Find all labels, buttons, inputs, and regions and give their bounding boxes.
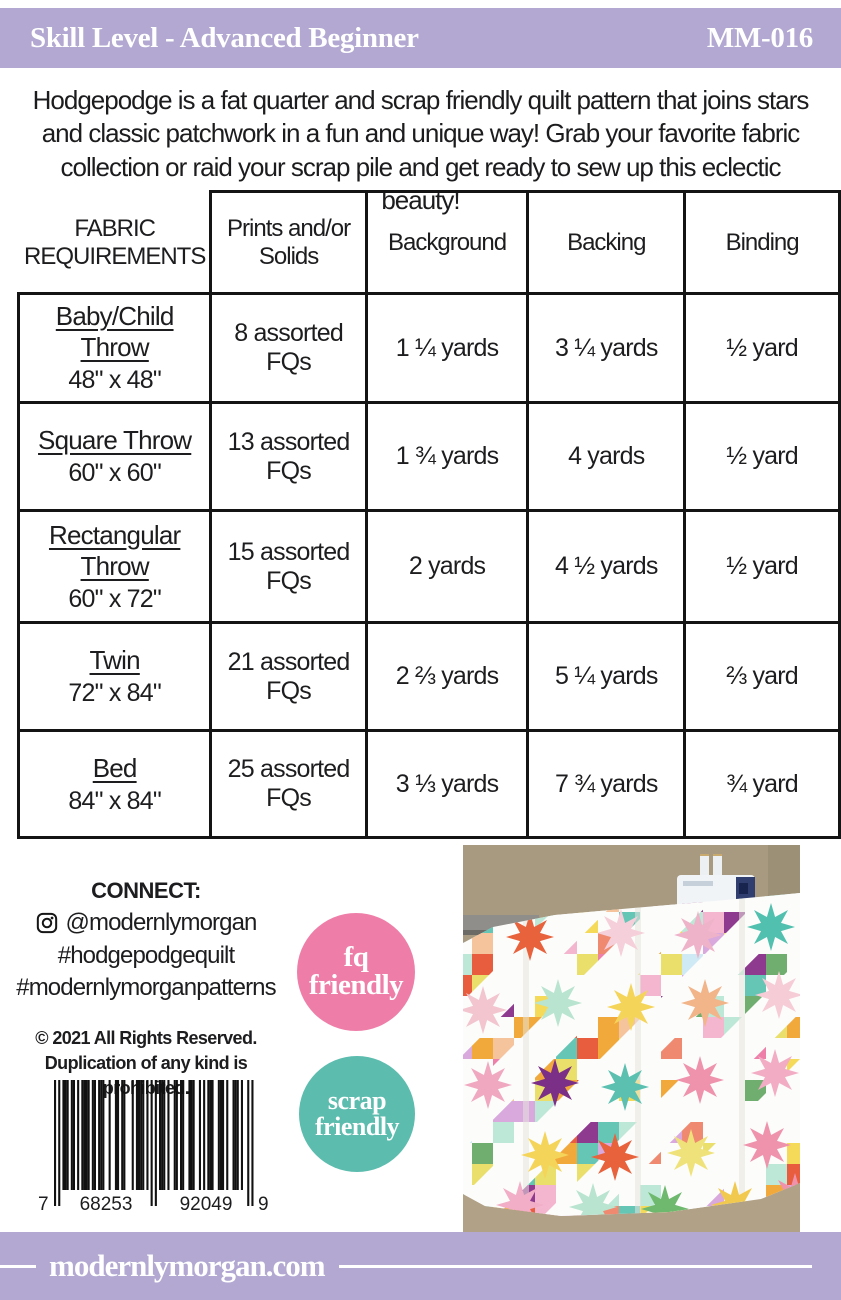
prints-cell: 8 assorted FQs	[209, 292, 368, 404]
instagram-row: @modernlymorgan	[0, 907, 292, 940]
badge-text-line1: scrap	[327, 1086, 387, 1115]
quilt-size-cell: Square Throw 60" x 60"	[16, 401, 213, 512]
quilt-size-cell: Twin 72" x 84"	[16, 621, 213, 732]
connect-section: CONNECT: @modernlymorgan #hodgepodgequil…	[0, 878, 292, 1005]
background-cell: 1 ¾ yards	[364, 401, 530, 512]
footer-rule-right	[338, 1264, 812, 1268]
header-fabric-requirements: FABRIC REQUIREMENTS	[18, 191, 213, 295]
quilt-dimensions: 60" x 60"	[68, 459, 161, 487]
table-row: Baby/Child Throw 48" x 48" 8 assorted FQs…	[16, 292, 841, 404]
intro-text: Hodgepodge is a fat quarter and scrap fr…	[32, 85, 810, 215]
binding-cell: ½ yard	[683, 401, 841, 512]
background-cell: 2 ⅔ yards	[364, 621, 530, 732]
website-text: modernlymorgan.com	[49, 1248, 326, 1283]
barcode-bars	[54, 1080, 254, 1206]
instagram-handle: @modernlymorgan	[65, 909, 258, 936]
hashtag-quilt: #hodgepodgequilt	[57, 941, 235, 969]
footer-bar: modernlymorgan.com	[0, 1232, 841, 1300]
quilt-dimensions: 48" x 48"	[68, 366, 161, 394]
backing-cell: 3 ¼ yards	[526, 292, 687, 404]
quilt-size-cell: Baby/Child Throw 48" x 48"	[16, 292, 213, 404]
quilt-name: Baby/Child Throw	[55, 301, 175, 362]
binding-cell: ½ yard	[683, 509, 841, 624]
fabric-requirements-table: FABRIC REQUIREMENTS Prints and/or Solids…	[16, 190, 841, 839]
pattern-number: MM-016	[706, 21, 813, 54]
binding-cell: ¾ yard	[683, 729, 841, 839]
table-row: Twin 72" x 84" 21 assorted FQs 2 ⅔ yards …	[16, 621, 841, 732]
instagram-icon	[36, 912, 58, 934]
fq-friendly-badge: fq friendly	[297, 913, 415, 1031]
copyright-line1: © 2021 All Rights Reserved.	[35, 1028, 257, 1048]
connect-title: CONNECT:	[91, 878, 201, 903]
backing-cell: 5 ¼ yards	[526, 621, 687, 732]
quilt-photo	[463, 845, 800, 1233]
quilt-name: Twin	[89, 645, 141, 675]
quilt-name: Square Throw	[38, 425, 192, 455]
header-binding: Binding	[683, 190, 841, 295]
background-cell: 2 yards	[364, 509, 530, 624]
barcode-digits-group1: 68253	[79, 1194, 133, 1215]
header-backing: Backing	[526, 190, 687, 295]
header-bar: Skill Level - Advanced Beginner MM-016	[0, 8, 841, 68]
barcode-digits-group2: 92049	[179, 1194, 233, 1215]
quilt-name: Bed	[92, 752, 138, 783]
badge-text-line2: friendly	[314, 1112, 400, 1141]
quilt-size-cell: Rectangular Throw 60" x 72"	[16, 509, 213, 624]
barcode: 7 68253 92049 9	[36, 1080, 272, 1216]
header-background: Background	[364, 190, 530, 295]
badge-text-line1: fq	[343, 941, 369, 974]
background-cell: 3 ⅓ yards	[364, 729, 530, 839]
hashtag-patterns: #modernlymorganpatterns	[16, 974, 276, 1002]
prints-cell: 15 assorted FQs	[209, 509, 368, 624]
quilt-dimensions: 72" x 84"	[68, 679, 161, 707]
table-row: Bed 84" x 84" 25 assorted FQs 3 ⅓ yards 7…	[16, 729, 841, 839]
header-prints-solids: Prints and/or Solids	[209, 190, 368, 295]
prints-cell: 21 assorted FQs	[209, 621, 368, 732]
footer-rule-left	[0, 1264, 36, 1268]
quilt-size-cell: Bed 84" x 84"	[16, 729, 213, 839]
table-header-row: FABRIC REQUIREMENTS Prints and/or Solids…	[18, 190, 841, 295]
binding-cell: ½ yard	[683, 292, 841, 404]
quilt-dimensions: 84" x 84"	[68, 786, 161, 815]
backing-cell: 7 ¾ yards	[526, 729, 687, 839]
background-cell: 1 ¼ yards	[364, 292, 530, 404]
barcode-digit-right: 9	[258, 1194, 269, 1215]
backing-cell: 4 yards	[526, 401, 687, 512]
table-row: Rectangular Throw 60" x 72" 15 assorted F…	[16, 509, 841, 624]
barcode-digit-left: 7	[38, 1194, 49, 1215]
backing-cell: 4 ½ yards	[526, 509, 687, 624]
skill-level-label: Skill Level - Advanced Beginner	[30, 21, 419, 54]
quilt-dimensions: 60" x 72"	[68, 584, 161, 613]
quilt-photo-image	[463, 845, 800, 1233]
prints-cell: 25 assorted FQs	[209, 729, 368, 839]
prints-cell: 13 assorted FQs	[209, 401, 368, 512]
badge-text-line2: friendly	[308, 969, 404, 1001]
quilt-name: Rectangular Throw	[48, 519, 181, 581]
scrap-friendly-badge: scrap friendly	[299, 1056, 415, 1172]
binding-cell: ⅔ yard	[683, 621, 841, 732]
table-row: Square Throw 60" x 60" 13 assorted FQs 1 …	[16, 401, 841, 512]
